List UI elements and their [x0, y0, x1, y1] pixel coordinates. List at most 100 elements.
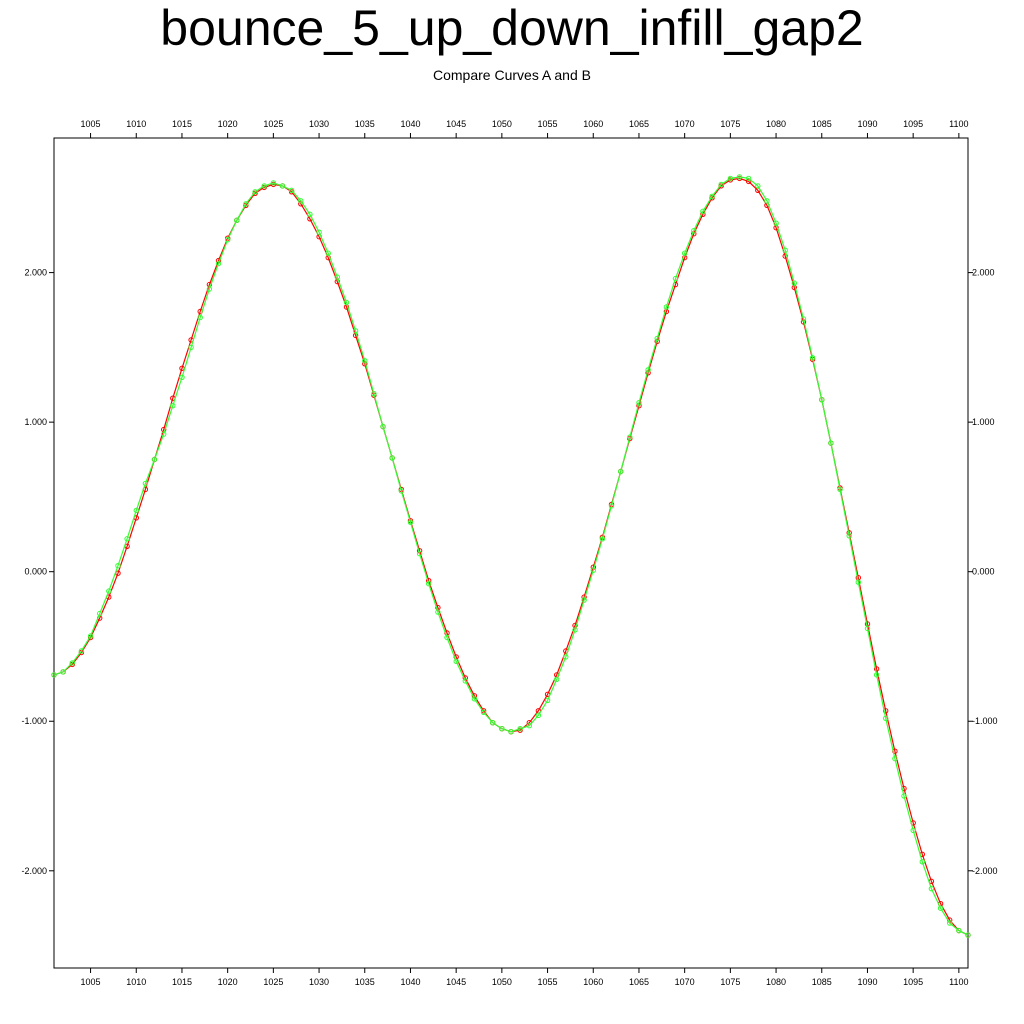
curve-b-point	[142, 480, 149, 487]
curve-b-point	[316, 229, 322, 235]
curve-b-point	[453, 658, 459, 665]
curve-b-point	[325, 250, 331, 256]
curve-b-point	[352, 328, 359, 334]
curve-b-point	[672, 275, 679, 282]
y-tick-label-right: 0.000	[972, 567, 995, 577]
curve-b-point	[535, 712, 542, 718]
curve-b-point	[855, 579, 861, 585]
curve-b-point	[654, 335, 660, 342]
x-tick-label-bottom: 1090	[857, 977, 877, 987]
y-tick-label-left: 0.000	[24, 567, 47, 577]
x-tick-label-bottom: 1060	[583, 977, 603, 987]
curve-b-point	[581, 597, 587, 603]
curve-b-point	[343, 299, 350, 306]
curve-b-point	[700, 208, 706, 215]
x-tick-label-top: 1080	[766, 119, 786, 129]
x-tick-label-bottom: 1065	[629, 977, 649, 987]
curve-b-point	[883, 715, 889, 721]
curve-b-point	[819, 397, 825, 403]
x-tick-label-top: 1015	[172, 119, 192, 129]
y-tick-label-left: 1.000	[24, 417, 47, 427]
curve-b-point	[745, 175, 752, 182]
chart-title: bounce_5_up_down_infill_gap2	[160, 0, 864, 56]
curve-b-point	[809, 355, 816, 361]
x-tick-label-top: 1045	[446, 119, 466, 129]
x-tick-label-bottom: 1005	[81, 977, 101, 987]
curve-b-point	[298, 198, 304, 204]
curve-b-point	[782, 247, 788, 253]
curve-b-point	[270, 180, 277, 186]
curve-b-point	[709, 193, 715, 200]
x-tick-label-bottom: 1085	[812, 977, 832, 987]
x-tick-label-top: 1040	[400, 119, 420, 129]
plot-frame	[53, 137, 969, 969]
curve-b-point	[645, 367, 651, 373]
curve-b-point	[508, 729, 514, 735]
curve-b-point	[371, 391, 377, 397]
curve-b-point	[608, 503, 615, 509]
curve-b-point	[736, 174, 743, 180]
curve-b-point	[901, 793, 907, 799]
curve-b-point	[517, 726, 523, 732]
x-tick-label-bottom: 1100	[949, 977, 968, 987]
curve-a-point	[883, 708, 889, 714]
curve-b-point	[334, 274, 340, 280]
x-tick-label-top: 1005	[81, 119, 101, 129]
y-tick-label-right: -1.000	[972, 716, 998, 726]
x-tick-label-top: 1060	[583, 119, 603, 129]
axis-ticks: 1005 1005 1010 1010 1015 1015 1020 1020 1025 1025…	[21, 119, 997, 987]
curve-b-point	[398, 488, 404, 494]
x-tick-label-top: 1035	[355, 119, 375, 129]
curve-b-point	[161, 431, 167, 437]
curve-b-point	[462, 678, 468, 684]
curve-b-point	[663, 304, 670, 310]
x-tick-label-bottom: 1010	[126, 977, 146, 987]
curve-b-point	[755, 183, 761, 189]
x-tick-label-bottom: 1025	[263, 977, 283, 987]
curve-b-point	[554, 676, 560, 683]
curve-b-point	[764, 198, 770, 204]
curve-b-point	[892, 755, 898, 762]
x-tick-label-top: 1050	[492, 119, 512, 129]
x-tick-label-bottom: 1045	[446, 977, 466, 987]
x-tick-label-bottom: 1070	[675, 977, 695, 987]
x-tick-label-bottom: 1035	[355, 977, 375, 987]
curve-b-point	[636, 400, 642, 406]
y-tick-label-right: -2.000	[972, 866, 998, 876]
chart-subtitle: Compare Curves A and B	[433, 67, 591, 83]
x-tick-label-bottom: 1015	[172, 977, 192, 987]
curve-b-point	[599, 536, 606, 542]
curve-b-point	[389, 455, 395, 461]
curve-b-point	[718, 181, 724, 188]
curve-b-point	[947, 920, 953, 926]
x-tick-label-top: 1075	[720, 119, 740, 129]
x-tick-label-bottom: 1095	[903, 977, 923, 987]
curve-b-point	[928, 886, 935, 892]
curve-b-point	[791, 280, 797, 286]
curve-b-point	[435, 609, 441, 615]
curve-b-point	[78, 648, 85, 654]
curve-b-point	[590, 567, 596, 573]
x-tick-label-top: 1070	[675, 119, 695, 129]
curve-b-point	[919, 859, 925, 865]
curve-b-point	[197, 314, 203, 321]
curve-b-point	[179, 374, 185, 380]
curve-b-point	[618, 468, 624, 475]
x-tick-label-bottom: 1020	[218, 977, 238, 987]
curve-a-line	[53, 177, 969, 936]
curve-b-point	[288, 187, 295, 194]
curve-b-point	[846, 533, 852, 539]
curve-b-point	[206, 286, 213, 292]
curve-b-point	[773, 220, 779, 226]
curve-b-point	[471, 696, 478, 702]
curve-b-point	[124, 536, 130, 542]
curve-b-series	[51, 174, 971, 938]
curve-b-point	[572, 627, 578, 633]
curve-b-point	[956, 927, 962, 934]
curve-b-point	[627, 434, 633, 440]
curve-b-point	[106, 588, 112, 594]
y-tick-label-left: -2.000	[21, 866, 47, 876]
curve-b-point	[170, 403, 176, 409]
curve-b-point	[279, 183, 286, 189]
